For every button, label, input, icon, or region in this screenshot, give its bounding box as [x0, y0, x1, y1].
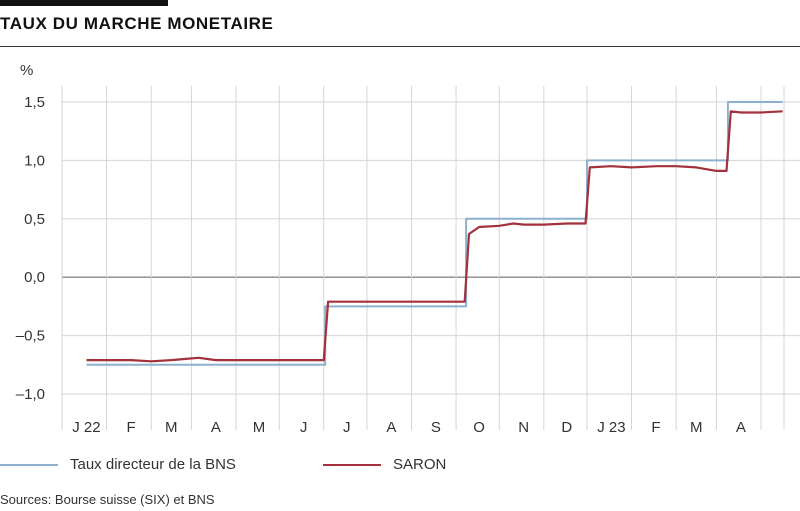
legend-item-policy: Taux directeur de la BNS: [0, 456, 236, 473]
x-tick-label: F: [126, 419, 135, 436]
x-tick-label: A: [386, 419, 396, 436]
y-tick-label: –1,0: [16, 386, 45, 403]
x-tick-labels: J 22 F M A M J J A S O N D J 23 F M A: [72, 419, 746, 436]
x-tick-label: D: [561, 419, 572, 436]
series-line-saron: [86, 110, 783, 363]
chart-title: TAUX DU MARCHE MONETAIRE: [0, 14, 274, 33]
legend: Taux directeur de la BNS SARON: [0, 456, 800, 476]
x-tick-label: J: [343, 419, 351, 436]
x-tick-label: A: [211, 419, 221, 436]
x-tick-label: M: [690, 419, 703, 436]
x-tick-label: S: [431, 419, 441, 436]
series-line-policy-rate: [86, 101, 783, 366]
y-tick-label: 0,5: [24, 211, 45, 228]
y-tick-label: 1,0: [24, 152, 45, 169]
x-tick-label: J 23: [597, 419, 625, 436]
legend-label-policy: Taux directeur de la BNS: [70, 456, 236, 473]
y-tick-label: 0,0: [24, 269, 45, 286]
x-tick-label: M: [165, 419, 178, 436]
source-note: Sources: Bourse suisse (SIX) et BNS: [0, 492, 215, 507]
chart-plot: 1,5 1,0 0,5 0,0 –0,5 –1,0 J 22 F M A M J J A S O N D J 23…: [16, 86, 800, 436]
legend-swatch-policy: [0, 463, 58, 466]
x-tick-label: J: [300, 419, 308, 436]
y-tick-label: 1,5: [24, 94, 45, 111]
legend-label-saron: SARON: [393, 456, 447, 473]
series-layer: [86, 101, 783, 366]
x-tick-label: F: [651, 419, 660, 436]
x-tick-label: O: [473, 419, 485, 436]
grid-layer: [61, 86, 800, 430]
x-tick-label: J 22: [72, 419, 100, 436]
legend-swatch-saron: [323, 463, 381, 466]
x-tick-label: M: [253, 419, 266, 436]
x-tick-label: N: [518, 419, 529, 436]
title-rule: [0, 46, 800, 47]
y-tick-labels: 1,5 1,0 0,5 0,0 –0,5 –1,0: [16, 94, 45, 403]
y-axis-unit: %: [20, 62, 34, 79]
legend-item-saron: SARON: [323, 456, 446, 473]
y-tick-label: –0,5: [16, 328, 45, 345]
x-tick-label: A: [736, 419, 746, 436]
title-accent-bar: [0, 0, 168, 6]
